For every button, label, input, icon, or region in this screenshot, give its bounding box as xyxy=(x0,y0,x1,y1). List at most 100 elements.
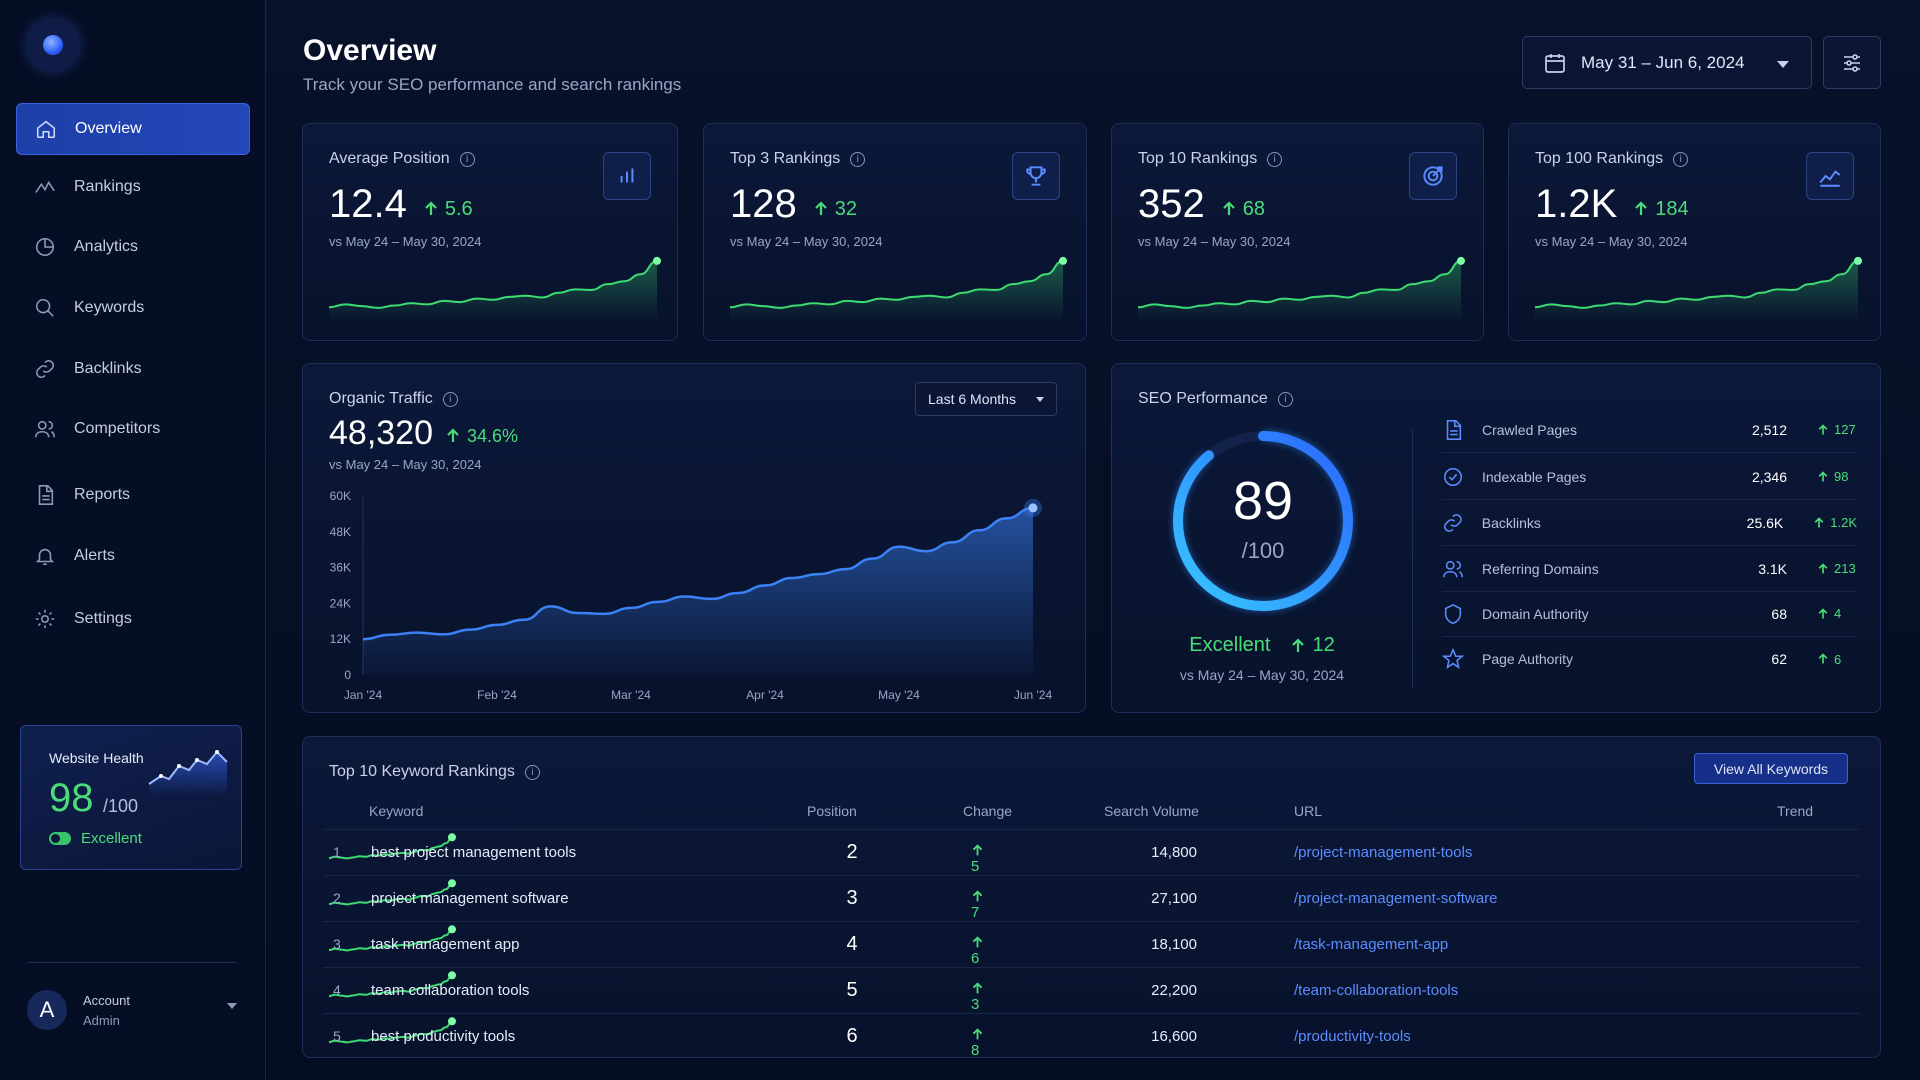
kpi-card-top-100[interactable]: Top 100 Rankings 1.2K 184 vs May 24 – Ma… xyxy=(1508,123,1881,341)
info-icon[interactable] xyxy=(442,391,458,407)
trend-sparkline xyxy=(328,971,456,998)
metric-row-backlinks[interactable]: Backlinks 25.6K 1.2K xyxy=(1442,500,1857,546)
sidebar-item-rankings[interactable]: Rankings xyxy=(16,161,250,213)
metric-row-crawled-pages[interactable]: Crawled Pages 2,512 127 xyxy=(1442,407,1857,453)
trend-sparkline xyxy=(328,1017,456,1044)
time-range-dropdown[interactable]: Last 6 Months xyxy=(915,382,1057,416)
table-row[interactable]: 2 project management software 3 7 27,100 … xyxy=(323,875,1860,921)
logo[interactable] xyxy=(27,19,79,71)
health-sparkline xyxy=(148,750,228,796)
sidebar-item-competitors[interactable]: Competitors xyxy=(16,403,250,455)
target-icon xyxy=(1409,152,1457,200)
sidebar-item-keywords[interactable]: Keywords xyxy=(16,282,250,334)
sidebar-divider xyxy=(27,962,237,963)
sparkline-area xyxy=(730,260,1063,322)
sparkline-line xyxy=(328,836,453,860)
seo-score-gauge: 89 /100 xyxy=(1168,426,1358,616)
column-header-position[interactable]: Position xyxy=(807,803,857,819)
kpi-card-top-10[interactable]: Top 10 Rankings 352 68 vs May 24 – May 3… xyxy=(1111,123,1484,341)
search-icon xyxy=(35,298,54,317)
metric-row-page-authority[interactable]: Page Authority 62 6 xyxy=(1442,636,1857,682)
info-icon[interactable] xyxy=(524,764,540,780)
sparkline-endpoint xyxy=(448,879,456,888)
users-icon xyxy=(35,420,55,438)
seo-score: 89 xyxy=(1232,471,1294,531)
filter-button[interactable] xyxy=(1823,36,1881,89)
column-header-search-volume[interactable]: Search Volume xyxy=(1104,803,1199,819)
table-row[interactable]: 3 task management app 4 6 18,100 /task-ma… xyxy=(323,921,1860,967)
y-tick-label: 48K xyxy=(330,525,351,539)
sidebar-item-alerts[interactable]: Alerts xyxy=(16,530,250,582)
column-header-change[interactable]: Change xyxy=(963,803,1013,819)
kpi-compare: vs May 24 – May 30, 2024 xyxy=(730,234,883,249)
gear-icon xyxy=(35,609,55,629)
info-icon[interactable] xyxy=(459,151,475,167)
trophy-icon xyxy=(1012,152,1060,200)
table-row[interactable]: 5 best productivity tools 6 8 16,600 /pro… xyxy=(323,1013,1860,1059)
sidebar-item-backlinks[interactable]: Backlinks xyxy=(16,343,250,395)
bar-chart-icon xyxy=(603,152,651,200)
metric-row-referring-domains[interactable]: Referring Domains 3.1K 213 xyxy=(1442,546,1857,592)
health-status: Excellent xyxy=(49,830,142,847)
kpi-card-top-3[interactable]: Top 3 Rankings 128 32 vs May 24 – May 30… xyxy=(703,123,1087,341)
sidebar-item-analytics[interactable]: Analytics xyxy=(16,221,250,273)
table-row[interactable]: 4 team collaboration tools 5 3 22,200 /te… xyxy=(323,967,1860,1013)
kpi-compare: vs May 24 – May 30, 2024 xyxy=(1138,234,1291,249)
info-icon[interactable] xyxy=(850,151,866,167)
metric-row-indexable-pages[interactable]: Indexable Pages 2,346 98 xyxy=(1442,454,1857,500)
chevron-down-icon[interactable] xyxy=(227,1003,237,1009)
sparkline-endpoint xyxy=(653,256,661,265)
traffic-endpoint xyxy=(1028,503,1038,513)
website-health-card[interactable]: Website Health 98 /100 Excellent xyxy=(20,725,242,870)
account-menu[interactable]: A Account Admin xyxy=(27,985,237,1035)
time-range-label: Last 6 Months xyxy=(928,391,1016,407)
seo-title: SEO Performance xyxy=(1138,390,1293,408)
health-score: 98 xyxy=(49,776,94,820)
sidebar-item-settings[interactable]: Settings xyxy=(16,593,250,645)
users-icon xyxy=(1443,560,1463,577)
sparkline-line xyxy=(1137,259,1462,309)
sidebar-item-label: Reports xyxy=(74,486,131,503)
arrow-up-icon xyxy=(1818,653,1828,664)
arrow-up-icon xyxy=(972,982,983,994)
organic-traffic-card: Organic Traffic 48,320 34.6% vs May 24 –… xyxy=(302,363,1086,713)
keyword-url-link[interactable]: /team-collaboration-tools xyxy=(1294,982,1459,999)
table-row[interactable]: 1 best project management tools 2 5 14,80… xyxy=(323,829,1860,875)
sparkline-area xyxy=(1138,260,1461,322)
view-all-keywords-button[interactable]: View All Keywords xyxy=(1694,753,1848,784)
column-header-url[interactable]: URL xyxy=(1294,803,1323,819)
traffic-compare: vs May 24 – May 30, 2024 xyxy=(329,457,482,472)
kpi-change: 5.6 xyxy=(423,198,473,221)
date-range-label: May 31 – Jun 6, 2024 xyxy=(1581,52,1745,72)
sparkline-area xyxy=(1535,260,1858,322)
keyword-url-link[interactable]: /project-management-tools xyxy=(1294,844,1473,861)
keyword-url-link[interactable]: /productivity-tools xyxy=(1294,1028,1411,1045)
sparkline-line xyxy=(328,974,453,998)
keyword-rankings-card: Top 10 Keyword Rankings View All Keyword… xyxy=(302,736,1881,1059)
kpi-card-average-position[interactable]: Average Position 12.4 5.6 vs May 24 – Ma… xyxy=(302,123,678,341)
sidebar-item-reports[interactable]: Reports xyxy=(16,469,250,521)
seo-status: Excellent 12 xyxy=(1189,634,1335,656)
sidebar-item-overview[interactable]: Overview xyxy=(16,103,250,155)
sparkline-line xyxy=(328,882,453,906)
info-icon[interactable] xyxy=(1267,151,1283,167)
arrow-up-icon xyxy=(1818,562,1828,573)
metric-row-domain-authority[interactable]: Domain Authority 68 4 xyxy=(1442,591,1857,637)
sliders-icon xyxy=(1844,53,1860,72)
date-range-picker[interactable]: May 31 – Jun 6, 2024 xyxy=(1522,36,1812,89)
keyword-url-link[interactable]: /project-management-software xyxy=(1294,890,1498,907)
page-title: Overview xyxy=(303,34,437,67)
column-header-keyword[interactable]: Keyword xyxy=(369,803,424,819)
info-icon[interactable] xyxy=(1277,391,1293,407)
kpi-sparkline xyxy=(1137,256,1465,322)
page-subtitle: Track your SEO performance and search ra… xyxy=(303,75,682,94)
column-header-trend[interactable]: Trend xyxy=(1777,803,1814,819)
sparkline-endpoint xyxy=(448,925,456,934)
keyword-url-link[interactable]: /task-management-app xyxy=(1294,936,1449,953)
sparkline-line xyxy=(328,928,453,952)
sparkline-endpoint xyxy=(448,833,456,842)
info-icon[interactable] xyxy=(1673,151,1689,167)
shield-icon xyxy=(1444,603,1462,624)
arrow-up-icon xyxy=(814,201,827,215)
